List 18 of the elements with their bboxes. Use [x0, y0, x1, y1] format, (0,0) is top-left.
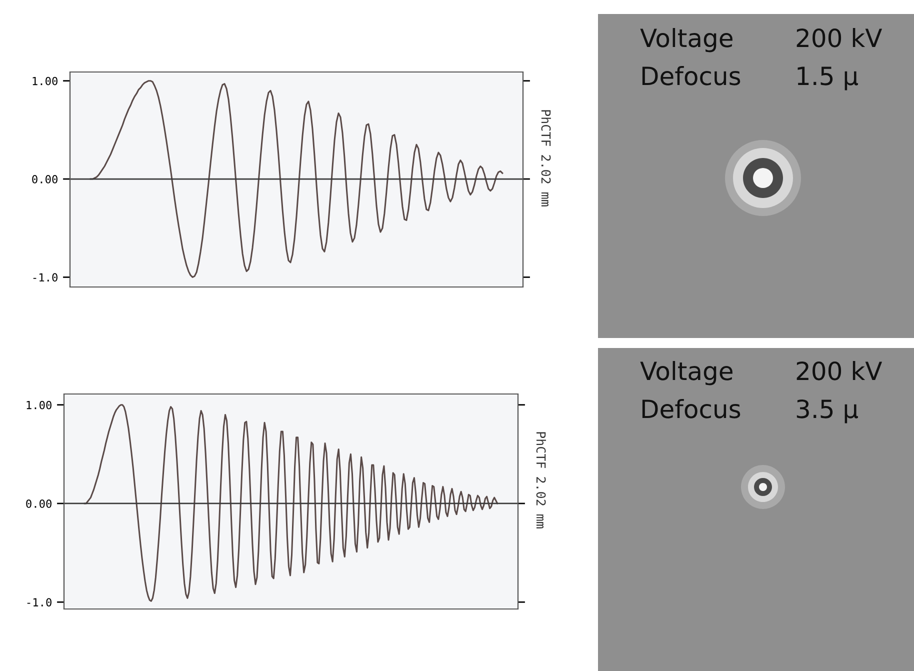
text: 200 kV	[796, 28, 882, 48]
text: Defocus	[642, 66, 740, 86]
text: Defocus	[642, 399, 740, 418]
text: 3.5 μ	[796, 399, 858, 424]
text: PhCTF 2.02 mm	[541, 110, 551, 206]
y-tick-label: 1.00	[32, 76, 58, 86]
text: PhCTF 2.02 mm	[536, 432, 546, 528]
y-tick-label: -1.0	[33, 273, 58, 282]
line-series	[84, 404, 498, 602]
y-tick-label: 1.00	[26, 400, 52, 410]
y-tick-label: -1.0	[27, 598, 52, 607]
text: Voltage	[640, 28, 732, 52]
y-tick-label: 0.00	[26, 499, 52, 508]
line-series	[90, 80, 504, 278]
text: 1.5 μ	[798, 66, 858, 90]
text: Voltage	[640, 361, 732, 386]
text: 200 kV	[796, 361, 882, 380]
y-tick-label: 0.00	[32, 175, 58, 184]
